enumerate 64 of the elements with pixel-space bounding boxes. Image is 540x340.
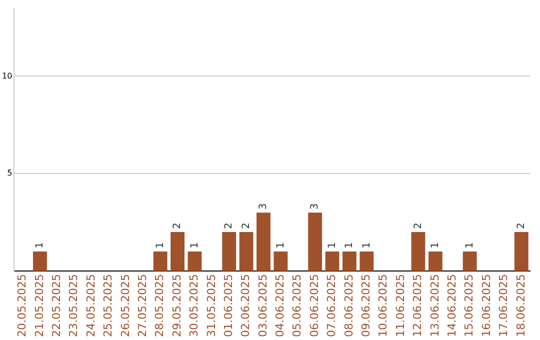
bar bbox=[360, 252, 374, 272]
bar bbox=[428, 252, 442, 272]
bar bbox=[514, 232, 528, 272]
data-label: 1 bbox=[189, 242, 200, 249]
x-tick-label: 24.05.2025 bbox=[84, 274, 98, 338]
data-label: 1 bbox=[34, 242, 46, 249]
bar bbox=[325, 252, 340, 272]
x-tick-label: 16.06.2025 bbox=[480, 274, 493, 338]
data-label: 1 bbox=[154, 242, 166, 249]
x-tick-label: 02.06.2025 bbox=[239, 274, 252, 338]
bar bbox=[153, 252, 168, 272]
data-label: 1 bbox=[361, 242, 372, 249]
x-tick-label: 29.05.2025 bbox=[170, 274, 184, 338]
x-tick-label: 27.05.2025 bbox=[136, 274, 149, 338]
data-label: 1 bbox=[275, 242, 286, 249]
bar bbox=[462, 252, 477, 272]
data-label: 2 bbox=[240, 222, 252, 230]
bar bbox=[239, 232, 254, 272]
data-label: 2 bbox=[224, 222, 235, 230]
x-tick-label: 26.05.2025 bbox=[118, 274, 132, 338]
bar bbox=[170, 232, 184, 272]
data-label: 2 bbox=[412, 222, 424, 230]
x-tick-label: 10.06.2025 bbox=[376, 274, 390, 338]
data-label: 1 bbox=[344, 242, 356, 249]
x-tick-label: 13.06.2025 bbox=[428, 274, 442, 338]
x-tick-label: 17.06.2025 bbox=[497, 274, 510, 338]
x-tick-label: 11.06.2025 bbox=[394, 274, 407, 338]
x-tick-label: 04.06.2025 bbox=[274, 274, 287, 338]
x-tick-label: 07.06.2025 bbox=[325, 274, 338, 338]
data-label: 2 bbox=[172, 222, 184, 230]
x-tick-label: 14.06.2025 bbox=[445, 274, 458, 338]
y-tick-label: 10 bbox=[2, 71, 12, 80]
y-tick-label: 5 bbox=[7, 168, 12, 178]
x-tick-label: 03.06.2025 bbox=[256, 274, 270, 338]
bar bbox=[411, 232, 426, 272]
bar bbox=[33, 252, 47, 272]
x-tick-label: 21.05.2025 bbox=[32, 274, 46, 338]
x-tick-label: 15.06.2025 bbox=[462, 274, 476, 338]
bar bbox=[274, 252, 288, 272]
x-tick-label: 23.05.2025 bbox=[67, 274, 80, 338]
data-label: 1 bbox=[326, 242, 338, 249]
bar bbox=[222, 232, 236, 272]
x-tick-label: 28.05.2025 bbox=[153, 274, 166, 338]
x-tick-label: 25.05.2025 bbox=[102, 274, 115, 338]
x-tick-label: 22.05.2025 bbox=[50, 274, 64, 338]
data-label: 3 bbox=[258, 203, 270, 210]
bar bbox=[342, 252, 356, 272]
x-tick-label: 05.06.2025 bbox=[290, 274, 304, 338]
x-tick-label: 20.05.2025 bbox=[16, 274, 29, 338]
data-label: 1 bbox=[464, 242, 476, 249]
x-tick-label: 30.05.2025 bbox=[188, 274, 201, 338]
x-tick-label: 01.06.2025 bbox=[222, 274, 235, 338]
data-label: 3 bbox=[310, 203, 321, 210]
x-tick-label: 31.05.2025 bbox=[204, 274, 218, 338]
x-tick-label: 12.06.2025 bbox=[411, 274, 424, 338]
x-tick-label: 06.06.2025 bbox=[308, 274, 321, 338]
x-tick-label: 18.06.2025 bbox=[514, 274, 528, 338]
x-tick-label: 08.06.2025 bbox=[342, 274, 356, 338]
data-label: 1 bbox=[430, 242, 442, 249]
bar bbox=[188, 252, 202, 272]
x-tick-label: 09.06.2025 bbox=[360, 274, 373, 338]
bar bbox=[256, 212, 270, 272]
bar bbox=[308, 212, 322, 272]
data-label: 2 bbox=[516, 222, 527, 230]
